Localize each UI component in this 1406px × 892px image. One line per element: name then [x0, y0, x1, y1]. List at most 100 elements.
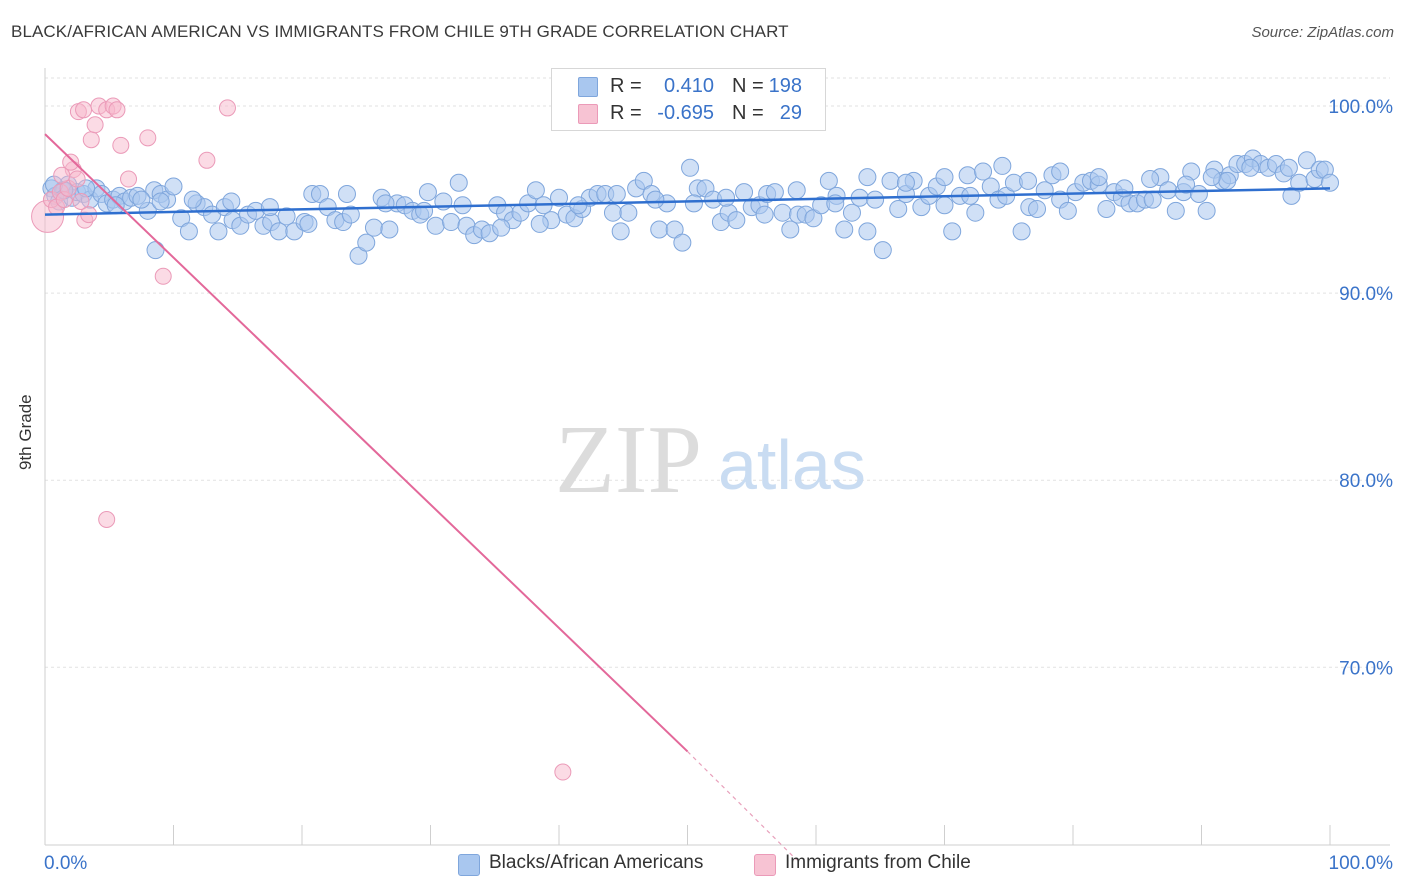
data-point-blacks	[1197, 201, 1216, 220]
y-tick-label: 70.0%	[1339, 658, 1393, 679]
data-point-blacks	[299, 214, 318, 233]
bottom-legend-label: Immigrants from Chile	[785, 852, 971, 873]
data-point-blacks	[765, 183, 784, 202]
data-point-blacks	[1097, 199, 1116, 218]
legend-n-value: 29	[779, 102, 802, 124]
data-point-blacks	[881, 171, 900, 190]
data-point-blacks	[958, 166, 977, 185]
legend-r-label: R =	[610, 102, 642, 124]
data-point-blacks	[277, 207, 296, 226]
data-point-blacks	[889, 199, 908, 218]
watermark: ZIP atlas	[555, 406, 866, 514]
data-point-blacks	[684, 194, 703, 213]
stats-legend: R = 0.410 N = 198 R = -0.695 N = 29	[551, 68, 826, 131]
data-point-blacks	[650, 220, 669, 239]
data-point-blacks	[1218, 171, 1237, 190]
legend-row-blacks: R = 0.410 N = 198	[552, 73, 825, 101]
data-point-blacks	[646, 190, 665, 209]
data-point-blacks	[974, 162, 993, 181]
series-blacks-points	[42, 149, 1339, 265]
data-point-blacks	[380, 220, 399, 239]
legend-n-label: N =	[732, 102, 764, 124]
data-point-chile	[112, 136, 130, 154]
data-point-blacks	[449, 173, 468, 192]
data-point-blacks	[1051, 162, 1070, 181]
data-point-blacks	[106, 196, 125, 215]
data-point-blacks	[442, 213, 461, 232]
data-point-blacks	[727, 211, 746, 230]
data-point-chile	[108, 101, 126, 119]
data-point-chile	[62, 153, 80, 171]
data-point-blacks	[858, 222, 877, 241]
data-point-blacks	[1141, 170, 1160, 189]
data-point-blacks	[222, 192, 241, 211]
data-point-blacks	[341, 205, 360, 224]
data-point-blacks	[607, 184, 626, 203]
data-point-blacks	[151, 192, 170, 211]
data-point-blacks	[269, 222, 288, 241]
data-point-blacks	[550, 188, 568, 207]
data-point-chile	[198, 151, 216, 169]
data-point-blacks	[260, 198, 279, 217]
legend-swatch-pink	[578, 104, 598, 124]
data-point-blacks	[717, 188, 736, 207]
data-point-blacks	[1089, 168, 1108, 187]
data-point-blacks	[1143, 190, 1162, 209]
data-point-blacks	[773, 203, 792, 222]
watermark-zip: ZIP	[555, 406, 702, 514]
legend-r-label: R =	[610, 75, 642, 97]
data-point-blacks	[819, 171, 838, 190]
data-point-blacks	[426, 216, 445, 235]
data-point-chile	[53, 166, 71, 184]
legend-row-chile: R = -0.695 N = 29	[552, 100, 825, 128]
data-point-blacks	[896, 173, 915, 192]
data-point-blacks	[935, 196, 954, 215]
x-tick-label: 100.0%	[1329, 853, 1394, 874]
data-point-blacks	[1159, 181, 1178, 200]
source-label: Source: ZipAtlas.com	[1251, 24, 1394, 41]
watermark-atlas: atlas	[718, 426, 866, 504]
data-point-blacks	[132, 190, 151, 209]
data-point-chile	[554, 763, 572, 781]
data-point-blacks	[1019, 171, 1038, 190]
trend-line-blacks	[44, 187, 1331, 216]
data-point-blacks	[873, 241, 892, 260]
data-point-blacks	[603, 203, 622, 222]
data-point-chile	[82, 131, 100, 149]
data-point-blacks	[735, 183, 754, 202]
data-point-chile	[154, 267, 172, 285]
trend-lines	[44, 133, 1331, 861]
data-point-blacks	[569, 196, 588, 215]
data-point-blacks	[1028, 199, 1047, 218]
data-point-blacks	[1297, 151, 1316, 170]
data-point-chile	[98, 510, 116, 528]
data-point-blacks	[526, 181, 545, 200]
data-point-chile	[139, 129, 157, 147]
data-point-blacks	[1241, 158, 1260, 177]
data-point-blacks	[681, 158, 700, 177]
bottom-legend-label: Blacks/African Americans	[489, 852, 704, 873]
data-point-blacks	[492, 218, 511, 237]
data-point-blacks	[611, 222, 630, 241]
data-point-blacks	[1202, 168, 1221, 187]
data-point-blacks	[755, 205, 774, 224]
data-point-blacks	[673, 233, 692, 252]
data-point-blacks	[858, 168, 877, 187]
data-point-chile	[86, 116, 104, 134]
data-point-blacks	[966, 203, 985, 222]
data-point-chile	[68, 170, 86, 188]
data-point-blacks	[842, 203, 861, 222]
y-tick-label: 90.0%	[1339, 284, 1393, 305]
data-point-blacks	[1279, 158, 1298, 177]
data-point-blacks	[146, 241, 165, 260]
data-point-blacks	[415, 201, 434, 220]
data-point-blacks	[183, 190, 202, 209]
data-point-blacks	[357, 233, 376, 252]
legend-swatch-blue	[578, 77, 598, 97]
legend-r-value: 0.410	[663, 75, 714, 97]
legend-n-label: N =	[732, 75, 764, 97]
y-tick-label: 100.0%	[1329, 97, 1394, 118]
data-point-blacks	[1115, 179, 1134, 198]
data-point-blacks	[619, 203, 638, 222]
data-point-blacks	[376, 194, 395, 213]
